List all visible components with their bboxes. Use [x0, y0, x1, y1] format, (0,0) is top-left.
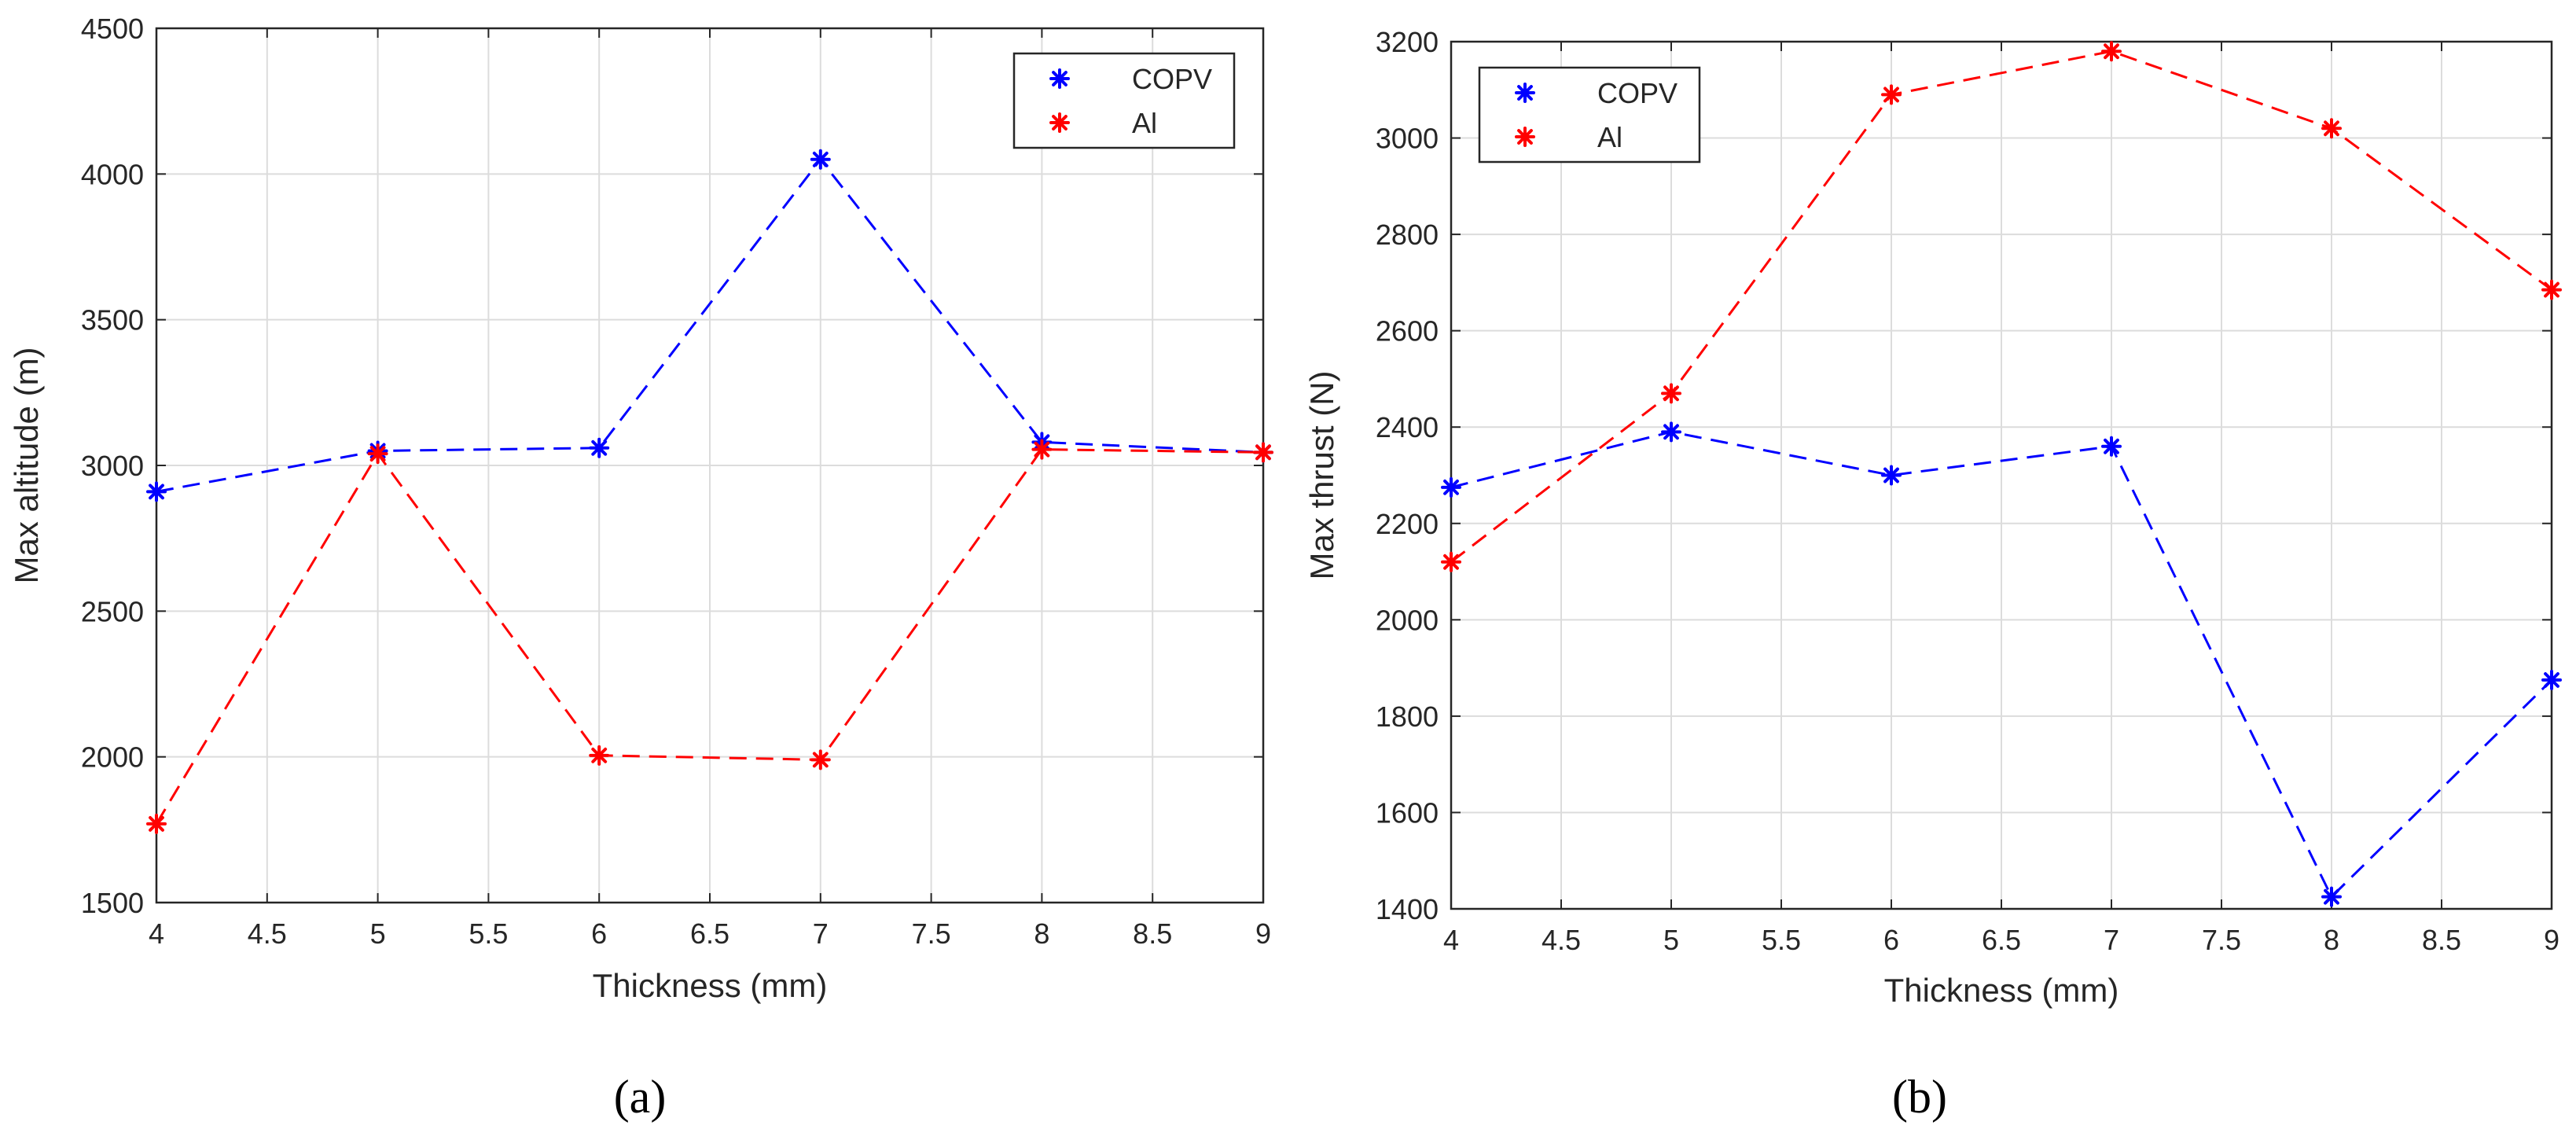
x-tick-label: 4 — [1443, 924, 1459, 956]
x-tick-label: 5 — [370, 918, 386, 950]
y-tick-label: 3200 — [1376, 26, 1439, 58]
chart-panel-b: 4 4.5 5 5.5 6 6.5 7 7.5 8 8.5 9 1400 1600 1800 2000 220… — [1303, 26, 2562, 1123]
legend: COPV Al — [1478, 66, 1701, 164]
y-tick-label: 1500 — [81, 887, 144, 919]
y-tick-label: 2000 — [1376, 604, 1439, 636]
y-tick-label: 1600 — [1376, 796, 1439, 829]
y-axis-label: Max altitude (m) — [8, 347, 45, 583]
y-tick-label: 3000 — [1376, 123, 1439, 155]
x-tick-label: 5 — [1663, 924, 1679, 956]
data-point — [1881, 84, 1902, 105]
x-tick-label: 7 — [813, 918, 829, 950]
x-tick-label: 6.5 — [690, 918, 729, 950]
legend-entry-label: COPV — [1132, 63, 1212, 95]
y-tick-label: 2200 — [1376, 508, 1439, 540]
x-tick-label: 8.5 — [1133, 918, 1172, 950]
legend-entry-label: COPV — [1597, 77, 1678, 109]
series-al — [1441, 41, 2562, 572]
data-point — [146, 481, 167, 502]
legend-box — [1478, 66, 1701, 164]
x-tick-label: 4.5 — [248, 918, 287, 950]
data-point — [146, 813, 167, 834]
data-point — [1031, 439, 1053, 460]
x-tick-label: 8 — [1034, 918, 1049, 950]
data-point — [810, 149, 831, 170]
legend-marker — [1049, 112, 1070, 133]
y-tick-label: 3500 — [81, 304, 144, 336]
x-tick-label: 9 — [2544, 924, 2559, 956]
panel-label: (b) — [1892, 1071, 1947, 1123]
series-line-copv — [156, 157, 1264, 493]
y-tick-label: 2600 — [1376, 315, 1439, 348]
y-axis-label: Max thrust (N) — [1303, 370, 1340, 579]
y-tick-label: 4500 — [81, 13, 144, 45]
legend-marker — [1049, 68, 1070, 89]
chart-panel-a: 4 4.5 5 5.5 6 6.5 7 7.5 8 8.5 9 1500 2000 2500 3000 350… — [8, 13, 1273, 1123]
data-point — [2321, 118, 2342, 139]
data-point — [589, 437, 610, 458]
data-point — [367, 443, 388, 465]
y-tick-label: 2000 — [81, 741, 144, 774]
x-tick-label: 7.5 — [2202, 924, 2241, 956]
data-point — [2321, 886, 2342, 907]
legend-box — [1012, 52, 1236, 149]
series-line-al — [155, 448, 1264, 825]
series-copv — [1441, 421, 2562, 907]
x-tick-label: 4 — [149, 918, 164, 950]
x-tick-label: 9 — [1255, 918, 1271, 950]
data-point — [1661, 421, 1681, 443]
x-tick-label: 8 — [2324, 924, 2339, 956]
data-point — [1881, 465, 1902, 486]
legend-marker — [1515, 127, 1535, 147]
axes-box — [155, 27, 1265, 904]
x-tick-label: 6 — [591, 918, 607, 950]
data-point — [2101, 436, 2122, 457]
y-tick-label: 3000 — [81, 450, 144, 482]
x-tick-label: 5.5 — [1762, 924, 1801, 956]
x-tick-label: 6.5 — [1982, 924, 2021, 956]
series-line-copv — [1450, 430, 2553, 899]
data-point — [1441, 551, 1461, 572]
y-tick-label: 4000 — [81, 158, 144, 190]
data-point — [2541, 669, 2562, 690]
data-point — [589, 745, 610, 766]
x-tick-label: 7 — [2104, 924, 2119, 956]
data-point — [1441, 476, 1461, 498]
y-tick-label: 2800 — [1376, 219, 1439, 251]
legend-marker — [1515, 83, 1535, 103]
legend: COPV Al — [1012, 52, 1236, 149]
data-point — [1661, 383, 1681, 404]
x-tick-label: 6 — [1883, 924, 1899, 956]
series-line-al — [1450, 50, 2552, 563]
y-tick-label: 1800 — [1376, 701, 1439, 733]
data-point — [2101, 41, 2122, 62]
data-point — [810, 749, 831, 770]
series-al — [146, 439, 1273, 834]
x-tick-label: 4.5 — [1542, 924, 1581, 956]
axes-box — [1450, 40, 2553, 910]
y-tick-label: 2400 — [1376, 411, 1439, 443]
x-axis-label: Thickness (mm) — [1884, 972, 2119, 1009]
y-tick-label: 1400 — [1376, 893, 1439, 925]
legend-entry-label: Al — [1597, 121, 1622, 153]
x-tick-label: 7.5 — [912, 918, 951, 950]
panel-label: (a) — [614, 1071, 667, 1123]
data-point — [1253, 442, 1273, 463]
x-tick-label: 5.5 — [469, 918, 508, 950]
y-tick-label: 2500 — [81, 595, 144, 627]
legend-entry-label: Al — [1132, 107, 1157, 139]
x-axis-label: Thickness (mm) — [593, 967, 828, 1004]
x-tick-label: 8.5 — [2422, 924, 2461, 956]
data-point — [2541, 279, 2562, 300]
